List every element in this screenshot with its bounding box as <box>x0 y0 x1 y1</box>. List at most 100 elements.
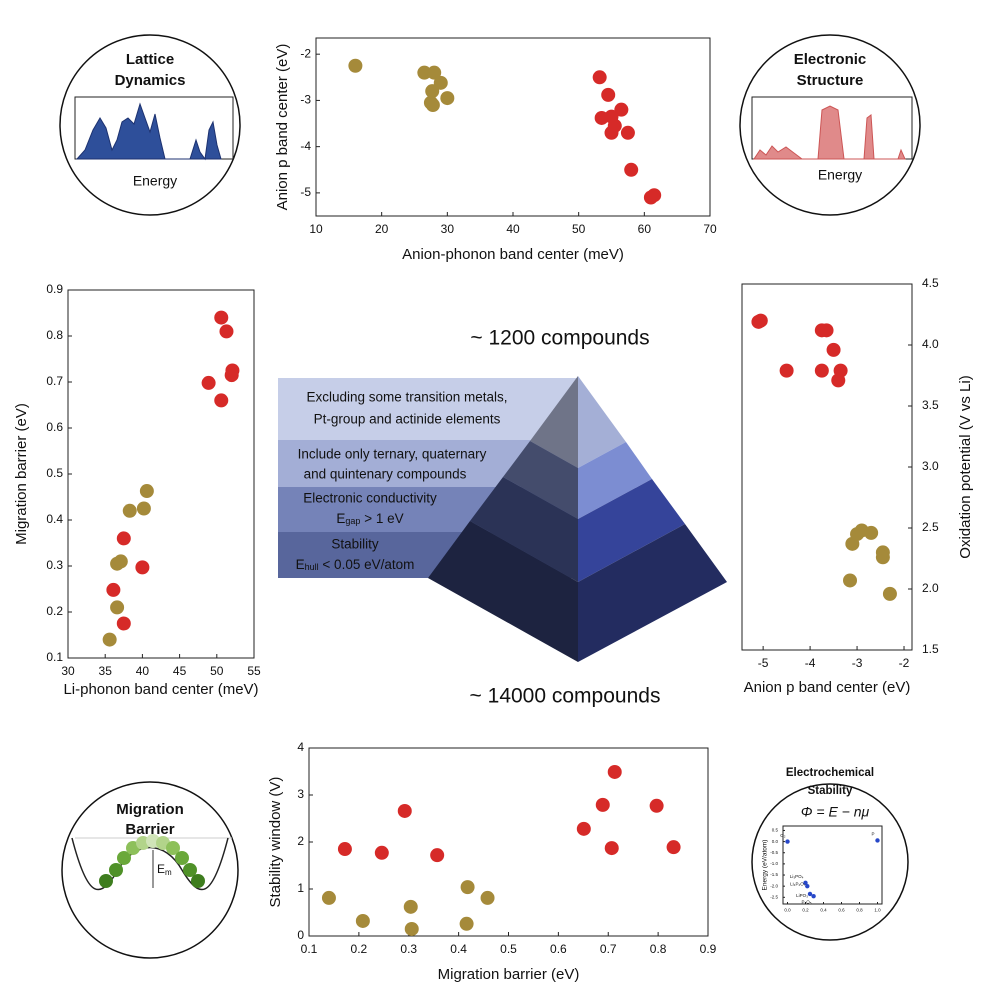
x-tick-label: 0.8 <box>856 908 863 913</box>
x-tick-label: 0.4 <box>450 942 467 956</box>
label-main: E <box>157 862 165 876</box>
plot-frame <box>782 825 883 905</box>
hull-point <box>807 891 813 897</box>
y-tick-label: 0.0 <box>772 839 779 844</box>
x-tick-label: -2 <box>899 656 910 670</box>
y-axis-label: Anion p band center (eV) <box>274 44 291 211</box>
scatter-point <box>102 632 117 647</box>
x-tick-label: 0.7 <box>600 942 617 956</box>
x-tick-label: 40 <box>136 664 150 678</box>
scatter-point <box>649 798 664 813</box>
icon-title: Structure <box>797 72 864 89</box>
atom <box>99 874 113 888</box>
y-tick-label: 0.7 <box>46 374 63 388</box>
y-tick-label: 1 <box>297 881 304 895</box>
scatter-point <box>624 162 639 177</box>
y-tick-label: -3 <box>300 93 311 107</box>
atom <box>183 863 197 877</box>
point-label: LiPO₃ <box>796 893 808 898</box>
point-label: Li₃PO₄ <box>790 874 804 879</box>
scatter-point <box>321 890 336 905</box>
chart-panel: 0.0 0.2 0.4 0.6 0.8 1.0 0.5 0.0 -0.5 -1.0 -1.5 -2.0… <box>762 825 883 913</box>
scatter-point <box>116 531 131 546</box>
y-tick-label: -0.5 <box>770 850 778 855</box>
scatter-point <box>480 890 495 905</box>
pyramid-face <box>470 477 578 582</box>
x-tick-label: 55 <box>247 664 261 678</box>
chart-panel: 10 20 30 40 50 60 70 -2 -3 -4 -5 Anion-phonon band … <box>274 37 717 263</box>
x-axis-label: Anion p band center (eV) <box>744 679 911 696</box>
x-tick-label: 50 <box>572 222 586 236</box>
pyramid-face <box>428 521 578 662</box>
x-tick-label: 40 <box>506 222 520 236</box>
scatter-point <box>219 324 234 339</box>
scatter-point <box>779 363 794 378</box>
point-label: P₂O₅ <box>802 899 812 904</box>
y-tick-label: 4.0 <box>922 337 939 351</box>
scatter-point <box>601 87 616 102</box>
icon-title: Electronic <box>794 51 867 68</box>
scatter-point <box>135 560 150 575</box>
x-tick-label: 1.0 <box>874 908 881 913</box>
y-tick-label: 3.5 <box>922 398 939 412</box>
tier-band <box>278 378 578 440</box>
plot-frame <box>67 289 255 659</box>
y-tick-label: 1.5 <box>922 642 939 656</box>
scatter-point <box>864 525 879 540</box>
y-tick-label: -2.0 <box>770 883 778 888</box>
density-curve <box>75 102 222 161</box>
scatter-point <box>113 554 128 569</box>
scatter-point <box>403 899 418 914</box>
icon-axis: Energy <box>133 173 177 189</box>
icon-axis: Energy <box>818 167 862 183</box>
scatter-point <box>201 375 216 390</box>
y-tick-label: -1.0 <box>770 861 778 866</box>
scatter-point <box>576 821 591 836</box>
x-tick-label: -4 <box>805 656 816 670</box>
chart-panel: -5 -4 -3 -2 1.5 2.0 2.5 3.0 3.5 4.0 4.5 Anion p ban… <box>741 276 974 696</box>
pyramid-bottom-label: ~ 14000 compounds <box>470 685 661 708</box>
icon-title: Migration <box>116 801 184 818</box>
pyramid-face <box>578 524 727 662</box>
scatter-point <box>425 84 440 99</box>
y-tick-label: 0.1 <box>46 650 63 664</box>
x-tick-label: 0.6 <box>550 942 567 956</box>
x-axis-label: Anion-phonon band center (meV) <box>402 246 624 263</box>
y-tick-label: -5 <box>300 185 311 199</box>
formula: Φ = E − nμ <box>801 804 870 820</box>
scatter-point <box>110 600 125 615</box>
x-tick-label: 30 <box>61 664 75 678</box>
label-sub: m <box>165 868 172 877</box>
x-tick-label: 0.3 <box>400 942 417 956</box>
x-tick-label: 30 <box>441 222 455 236</box>
scatter-point <box>882 586 897 601</box>
hull-point <box>785 839 790 844</box>
tier-label: Electronic conductivity <box>303 491 437 506</box>
icon-circle <box>751 783 909 941</box>
energy-curve <box>71 837 229 891</box>
y-axis-label: Energy (eV/atom) <box>762 840 769 891</box>
y-axis-label: Oxidation potential (V vs Li) <box>957 375 974 558</box>
x-tick-label: 0.2 <box>351 942 368 956</box>
y-tick-label: 2.5 <box>922 520 939 534</box>
pyramid-top-label: ~ 1200 compounds <box>470 327 649 350</box>
icon-title: Dynamics <box>115 72 186 89</box>
pyramid-face <box>503 441 578 519</box>
scatter-point <box>139 484 154 499</box>
scatter-point <box>214 393 229 408</box>
y-tick-label: -2 <box>300 46 311 60</box>
tier-label: Egap > 1 eV <box>336 511 403 527</box>
y-tick-label: 0.8 <box>46 328 63 342</box>
point-label: O₂ <box>780 833 786 838</box>
atom <box>166 841 180 855</box>
tier-main: E <box>336 511 345 526</box>
y-tick-label: 2.0 <box>922 581 939 595</box>
icon-title: Stability <box>808 785 853 797</box>
x-tick-label: 10 <box>309 222 323 236</box>
x-tick-label: 0.5 <box>500 942 517 956</box>
pyramid: ~ 1200 compounds ~ 14000 compounds Exclu… <box>278 327 727 708</box>
scatter-point <box>355 913 370 928</box>
atom <box>109 863 123 877</box>
x-tick-label: 35 <box>99 664 113 678</box>
